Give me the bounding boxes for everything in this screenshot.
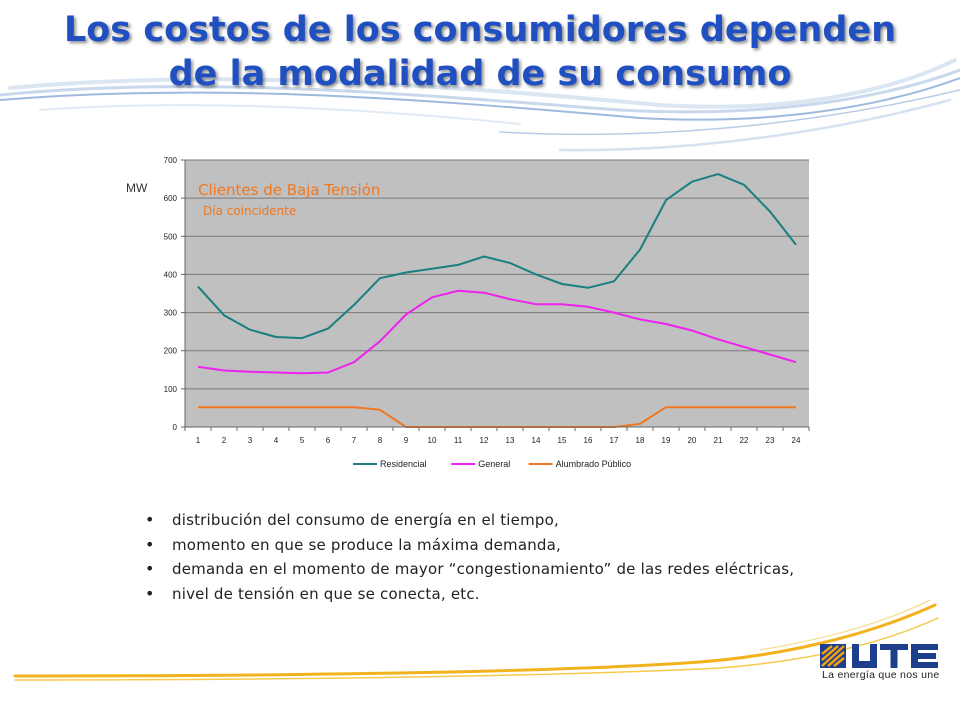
x-tick-label: 15 <box>558 436 567 445</box>
y-tick-label: 200 <box>164 347 178 356</box>
x-tick-label: 3 <box>248 436 253 445</box>
x-tick-label: 1 <box>196 436 201 445</box>
legend-label-residencial: Residencial <box>380 459 427 469</box>
x-axis-tick-labels: 1 2 3 4 5 6 7 8 9 10 11 12 13 14 15 16 17 18 19 20 21 22 23 24 <box>196 436 801 445</box>
bullet-list: distribución del consumo de energía en e… <box>145 508 794 606</box>
x-tick-label: 22 <box>740 436 749 445</box>
bullet-item: nivel de tensión en que se conecta, etc. <box>145 582 794 607</box>
x-tick-label: 19 <box>662 436 671 445</box>
x-tick-label: 21 <box>714 436 723 445</box>
y-axis-tick-labels: 0 100 200 300 400 500 600 700 <box>164 156 178 432</box>
y-tick-label: 500 <box>164 232 178 241</box>
chart-subtitle: Día coincidente <box>203 204 296 218</box>
y-tick-label: 0 <box>173 423 178 432</box>
y-tick-label: 400 <box>164 270 178 279</box>
x-tick-label: 6 <box>326 436 331 445</box>
x-tick-label: 4 <box>274 436 279 445</box>
plot-background <box>185 160 809 427</box>
x-tick-label: 8 <box>378 436 383 445</box>
series-line-residencial <box>197 173 797 340</box>
x-tick-label: 7 <box>352 436 357 445</box>
x-tick-label: 10 <box>428 436 437 445</box>
x-tick-label: 2 <box>222 436 227 445</box>
bullet-item: momento en que se produce la máxima dema… <box>145 533 794 558</box>
header-swoosh <box>0 58 960 152</box>
y-axis-label: MW <box>126 181 148 195</box>
x-tick-label: 16 <box>584 436 593 445</box>
ute-logo-emblem <box>820 644 846 668</box>
x-tick-label: 5 <box>300 436 305 445</box>
footer-swoosh <box>13 599 939 681</box>
y-tick-label: 100 <box>164 385 178 394</box>
chart-legend: Residencial General Alumbrado Público <box>353 459 631 469</box>
y-tick-label: 700 <box>164 156 178 165</box>
legend-label-alumbrado-publico: Alumbrado Público <box>556 459 632 469</box>
ute-logo-wordmark <box>852 644 938 668</box>
x-tick-label: 23 <box>766 436 775 445</box>
chart-title: Clientes de Baja Tensión <box>198 181 380 199</box>
x-tick-label: 17 <box>610 436 619 445</box>
y-tick-label: 300 <box>164 309 178 318</box>
x-tick-label: 9 <box>404 436 409 445</box>
x-tick-label: 11 <box>454 436 463 445</box>
slide-title: Los costos de los consumidores dependen … <box>20 8 940 96</box>
x-tick-label: 20 <box>688 436 697 445</box>
legend-label-general: General <box>478 459 510 469</box>
bullet-item: demanda en el momento de mayor “congesti… <box>145 557 794 582</box>
chart-gridlines <box>181 159 810 431</box>
slide-title-line-2: de la modalidad de su consumo <box>168 54 792 94</box>
x-tick-label: 18 <box>636 436 645 445</box>
ute-logo <box>820 644 938 668</box>
slide-title-line-1: Los costos de los consumidores dependen <box>63 10 897 50</box>
x-tick-label: 13 <box>506 436 515 445</box>
y-tick-label: 600 <box>164 194 178 203</box>
x-tick-label: 24 <box>792 436 801 445</box>
logo-tagline: La energía que nos une <box>822 669 940 681</box>
series-line-general <box>197 289 797 375</box>
x-tick-label: 14 <box>532 436 541 445</box>
x-tick-label: 12 <box>480 436 489 445</box>
bullet-item: distribución del consumo de energía en e… <box>145 508 794 533</box>
